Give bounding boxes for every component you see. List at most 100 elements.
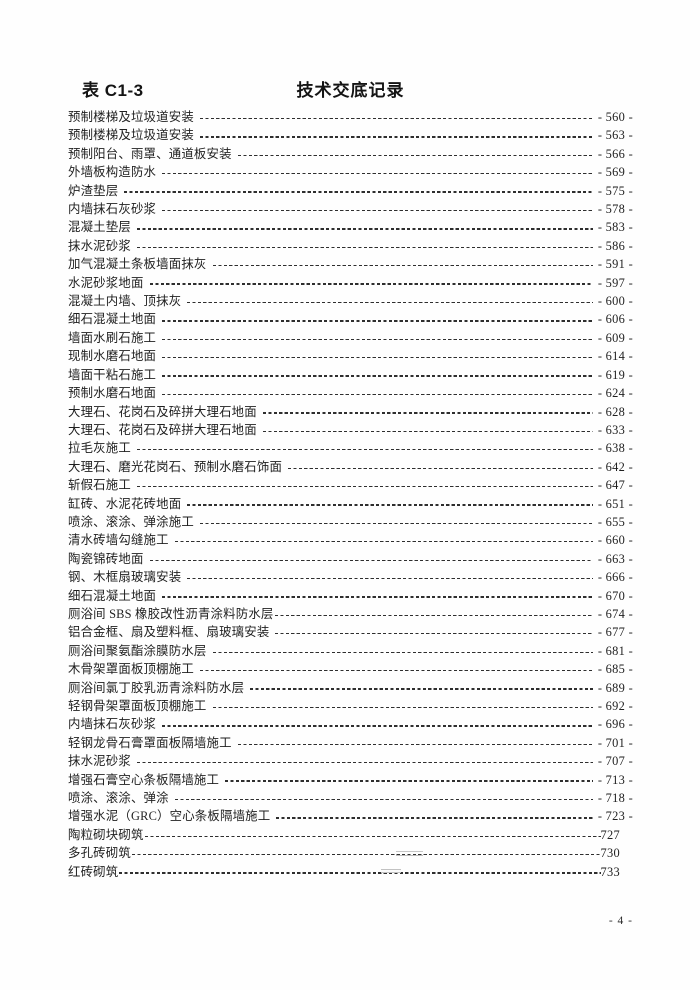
dotted-leader	[162, 393, 593, 396]
scan-artifact	[381, 868, 401, 873]
toc-entry-label: 内墙抹石灰砂浆	[68, 202, 157, 217]
toc-entry-page-number: - 681 -	[597, 643, 633, 658]
toc-entry-label: 陶瓷锦砖地面	[68, 551, 144, 566]
toc-entry-page-number: - 583 -	[597, 220, 633, 235]
toc-entry-label: 红砖砌筑	[68, 864, 119, 879]
toc-entry: 墙面干粘石施工 - 619 -	[68, 366, 633, 384]
toc-entry: 细石混凝土地面 - 606 -	[68, 310, 633, 328]
toc-entry-page-number: - 628 -	[597, 404, 633, 419]
toc-entry: 多孔砖砌筑 730	[68, 844, 633, 862]
toc-entry: 抹水泥砂浆 - 586 -	[68, 237, 633, 255]
toc-entry-label: 预制水磨石地面	[68, 386, 157, 401]
toc-entry-page-number: - 692 -	[597, 699, 633, 713]
dotted-leader	[136, 762, 593, 764]
toc-entry: 增强石膏空心条板隔墙施工 - 713 -	[68, 771, 633, 789]
toc-entry: 轻钢龙骨石膏罩面板隔墙施工 - 701 -	[68, 734, 633, 752]
document-header: 表 C1-3 技术交底记录	[68, 76, 633, 100]
toc-entry-page-number: - 663 -	[597, 551, 633, 566]
toc-list: 预制楼梯及垃圾道安装 - 560 - 预制楼梯及垃圾道安装 - 563 - 预制…	[68, 108, 633, 881]
toc-entry-page-number: 730	[600, 846, 620, 861]
dotted-leader	[288, 467, 593, 469]
toc-entry-page-number: - 642 -	[597, 459, 633, 474]
toc-entry-page-number: - 624 -	[597, 386, 633, 401]
toc-entry: 钢、木框扇玻璃安装 - 666 -	[68, 568, 633, 586]
footer-page-number: - 4 -	[608, 915, 633, 927]
toc-entry-page-number: - 606 -	[597, 312, 633, 327]
toc-entry-page-number: - 666 -	[597, 570, 633, 585]
toc-entry-label: 增强石膏空心条板隔墙施工	[68, 772, 220, 787]
toc-entry-label: 木骨架罩面板顶棚施工	[68, 662, 194, 677]
dotted-leader	[212, 265, 593, 267]
toc-entry-label: 大理石、花岗石及碎拼大理石地面	[68, 404, 257, 419]
toc-entry-page-number: 727	[600, 827, 620, 842]
toc-entry: 抹水泥砂浆 - 707 -	[68, 752, 633, 770]
toc-entry-page-number: - 560 -	[597, 110, 633, 124]
dotted-leader	[149, 559, 593, 561]
dotted-leader	[162, 725, 593, 727]
toc-entry: 陶瓷锦砖地面 - 663 -	[68, 550, 633, 568]
dotted-leader	[149, 283, 593, 285]
toc-entry-label: 外墙板构造防水	[68, 165, 157, 180]
dotted-leader	[275, 633, 593, 635]
toc-entry-label: 钢、木框扇玻璃安装	[68, 570, 182, 585]
toc-entry: 内墙抹石灰砂浆 - 696 -	[68, 715, 633, 733]
toc-entry-page-number: - 674 -	[597, 606, 633, 621]
toc-entry-label: 斩假石施工	[68, 478, 131, 493]
toc-entry: 预制阳台、雨罩、通道板安装 - 566 -	[68, 145, 633, 163]
dotted-leader	[199, 117, 593, 120]
toc-entry-label: 厕浴间 SBS 橡胶改性沥青涂料防水层	[68, 606, 274, 621]
toc-entry: 铝合金框、扇及塑料框、扇玻璃安装 - 677 -	[68, 623, 633, 641]
toc-entry-label: 轻钢龙骨石膏罩面板隔墙施工	[68, 735, 232, 750]
toc-entry: 预制楼梯及垃圾道安装 - 563 -	[68, 126, 633, 144]
toc-entry-label: 大理石、磨光花岗石、预制水磨石饰面	[68, 459, 283, 474]
toc-entry-label: 轻钢骨架罩面板顶棚施工	[68, 699, 207, 713]
dotted-leader	[212, 651, 593, 653]
toc-entry-label: 预制阳台、雨罩、通道板安装	[68, 146, 232, 161]
toc-entry: 红砖砌筑 733	[68, 863, 633, 881]
toc-entry: 加气混凝土条板墙面抹灰 - 591 -	[68, 255, 633, 273]
toc-entry-label: 铝合金框、扇及塑料框、扇玻璃安装	[68, 625, 270, 640]
toc-entry-page-number: - 566 -	[597, 146, 633, 161]
dotted-leader	[250, 688, 593, 690]
toc-entry-label: 缸砖、水泥花砖地面	[68, 496, 182, 511]
dotted-leader	[136, 228, 593, 230]
toc-entry: 木骨架罩面板顶棚施工 - 685 -	[68, 660, 633, 678]
toc-entry: 预制水磨石地面 - 624 -	[68, 384, 633, 402]
toc-entry-page-number: - 677 -	[597, 625, 633, 640]
toc-entry: 水泥砂浆地面 - 597 -	[68, 274, 633, 292]
toc-entry: 喷涂、滚涂、弹涂施工 - 655 -	[68, 513, 633, 531]
toc-entry: 喷涂、滚涂、弹涂 - 718 -	[68, 789, 633, 807]
toc-entry-page-number: - 638 -	[597, 441, 633, 456]
dotted-leader	[162, 338, 593, 340]
toc-entry-label: 大理石、花岗石及碎拼大理石地面	[68, 422, 257, 437]
toc-entry: 清水砖墙勾缝施工 - 660 -	[68, 531, 633, 549]
dotted-leader	[136, 246, 593, 248]
dotted-leader	[136, 485, 593, 488]
toc-entry-page-number: - 655 -	[597, 514, 633, 529]
dotted-leader	[162, 320, 593, 322]
toc-entry-page-number: - 578 -	[597, 202, 633, 217]
toc-entry-label: 清水砖墙勾缝施工	[68, 533, 169, 548]
toc-entry: 细石混凝土地面 - 670 -	[68, 587, 633, 605]
toc-entry-page-number: 733	[600, 864, 620, 879]
scan-artifact	[396, 851, 423, 856]
toc-entry-label: 细石混凝土地面	[68, 588, 157, 603]
toc-entry-page-number: - 723 -	[597, 809, 633, 824]
toc-entry-page-number: - 707 -	[597, 754, 633, 769]
toc-entry: 混凝土垫层 - 583 -	[68, 218, 633, 236]
toc-entry-page-number: - 651 -	[597, 496, 633, 511]
dotted-leader	[174, 541, 593, 543]
toc-entry-page-number: - 633 -	[597, 422, 633, 437]
toc-entry-label: 内墙抹石灰砂浆	[68, 717, 157, 732]
toc-entry: 墙面水刷石施工 - 609 -	[68, 329, 633, 347]
toc-entry-page-number: - 563 -	[597, 128, 633, 143]
toc-entry-label: 现制水磨石地面	[68, 349, 157, 364]
toc-entry-label: 抹水泥砂浆	[68, 238, 131, 253]
toc-entry-label: 陶粒砌块砌筑	[68, 827, 144, 842]
dotted-leader	[262, 412, 593, 414]
dotted-leader	[199, 136, 593, 138]
toc-entry: 现制水磨石地面 - 614 -	[68, 347, 633, 365]
dotted-leader	[131, 854, 601, 856]
toc-entry-page-number: - 685 -	[597, 662, 633, 677]
form-code: 表 C1-3	[82, 81, 144, 100]
